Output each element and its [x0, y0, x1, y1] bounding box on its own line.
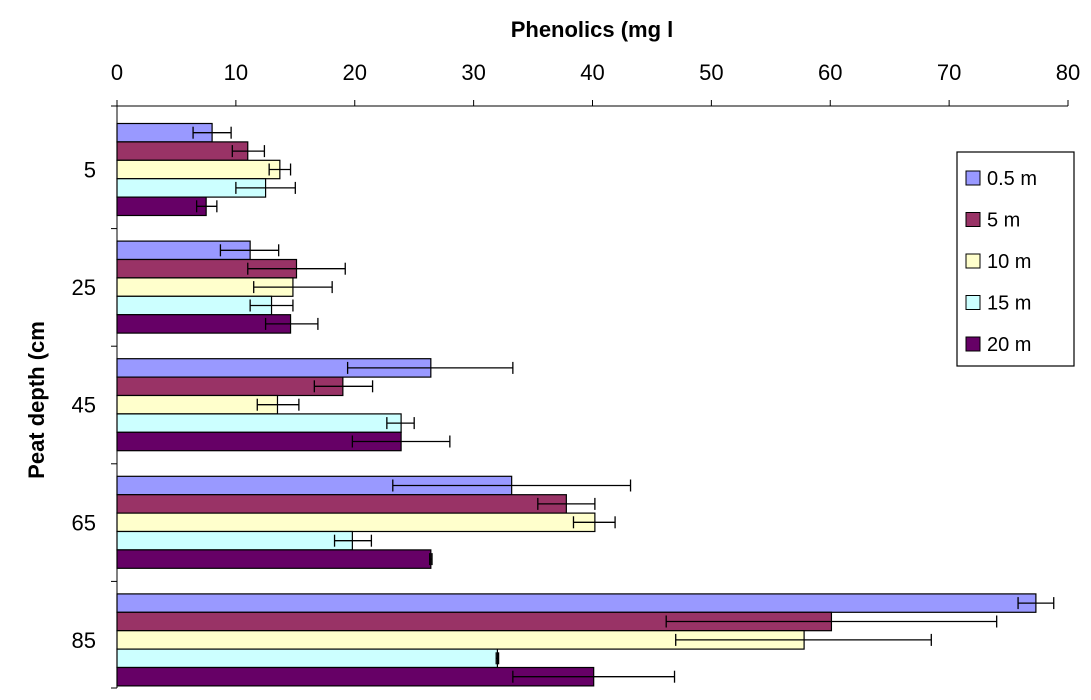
legend-label: 0.5 m [987, 168, 1037, 190]
bar [116, 141, 249, 161]
x-tick-label: 80 [1056, 60, 1080, 85]
legend-swatch [965, 170, 981, 186]
legend-swatch [965, 295, 981, 310]
y-tick-label: 25 [72, 275, 96, 300]
y-tick-label: 45 [72, 393, 96, 418]
x-tick-label: 10 [224, 60, 248, 85]
y-axis-title: Peat depth (cm [24, 321, 49, 479]
bar [116, 413, 402, 433]
legend: 0.5 m 5 m 10 m 15 m 20 m [956, 151, 1075, 367]
legend-swatch [965, 253, 981, 269]
bar [116, 159, 281, 180]
legend-label: 20 m [987, 334, 1031, 356]
legend-swatch [965, 212, 981, 227]
bar [116, 394, 279, 415]
y-tick-label: 5 [84, 158, 96, 183]
x-tick-label: 30 [461, 60, 485, 85]
x-tick-label: 0 [111, 60, 123, 85]
x-tick-label: 60 [818, 60, 842, 85]
bar [116, 530, 353, 551]
bar [116, 196, 207, 217]
x-tick-label: 50 [699, 60, 723, 85]
x-tick-label: 20 [343, 60, 367, 85]
y-tick-label: 65 [72, 510, 96, 535]
legend-label: 15 m [987, 293, 1031, 315]
bar [116, 295, 273, 316]
legend-label: 10 m [987, 251, 1031, 273]
bar [116, 314, 292, 334]
x-tick-label: 70 [937, 60, 961, 85]
bar [116, 648, 498, 669]
bar [116, 494, 567, 514]
x-tick-label: 40 [580, 60, 604, 85]
plot-area: 0 10 20 30 40 50 60 70 80 5 25 45 65 85 [72, 60, 1080, 689]
bar [116, 376, 344, 397]
bar [116, 549, 432, 569]
bar [116, 593, 1037, 613]
y-tick-label: 85 [72, 628, 96, 653]
legend-swatch [965, 336, 981, 352]
bar [116, 512, 596, 533]
x-axis-title: Phenolics (mg l [511, 17, 674, 42]
legend-label: 5 m [987, 210, 1020, 232]
